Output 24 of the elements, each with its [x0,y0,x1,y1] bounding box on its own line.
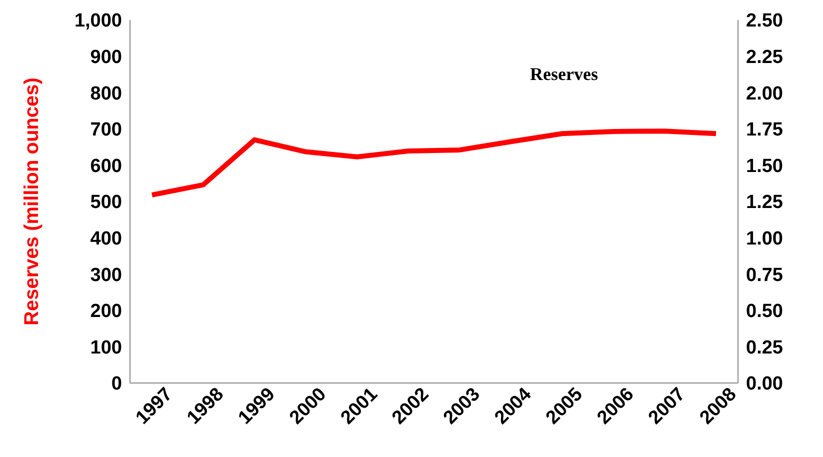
y-tick-label: 200 [90,301,122,322]
y2-tick-label: 2.25 [746,47,784,68]
y-tick-label: 0 [111,374,122,395]
y-tick-label: 100 [90,337,122,358]
y-tick-label: 400 [90,228,122,250]
y-tick-label: 600 [90,156,122,177]
y2-tick-label: 2.50 [746,10,783,32]
y2-tick-label: 1.75 [746,120,784,141]
y2-tick-label: 0.75 [746,264,784,286]
annotation: Reserves [530,64,598,85]
y-axis-title: Reserves (million ounces) [21,78,44,326]
y2-tick-label: 1.25 [746,192,784,214]
y2-tick-label: 0.50 [746,301,783,322]
y2-tick-label: 1.00 [746,228,783,250]
y-tick-label: 900 [90,47,122,68]
y-tick-label: 800 [90,83,122,104]
y-tick-label: 700 [90,120,122,141]
y2-tick-label: 0.25 [746,337,784,358]
y-tick-label: 1,000 [74,10,122,32]
y2-tick-label: 1.50 [746,156,783,177]
y-tick-label: 300 [90,264,122,286]
y2-tick-label: 0.00 [746,374,783,395]
y-tick-label: 500 [90,192,122,214]
y2-tick-label: 2.00 [746,83,783,104]
